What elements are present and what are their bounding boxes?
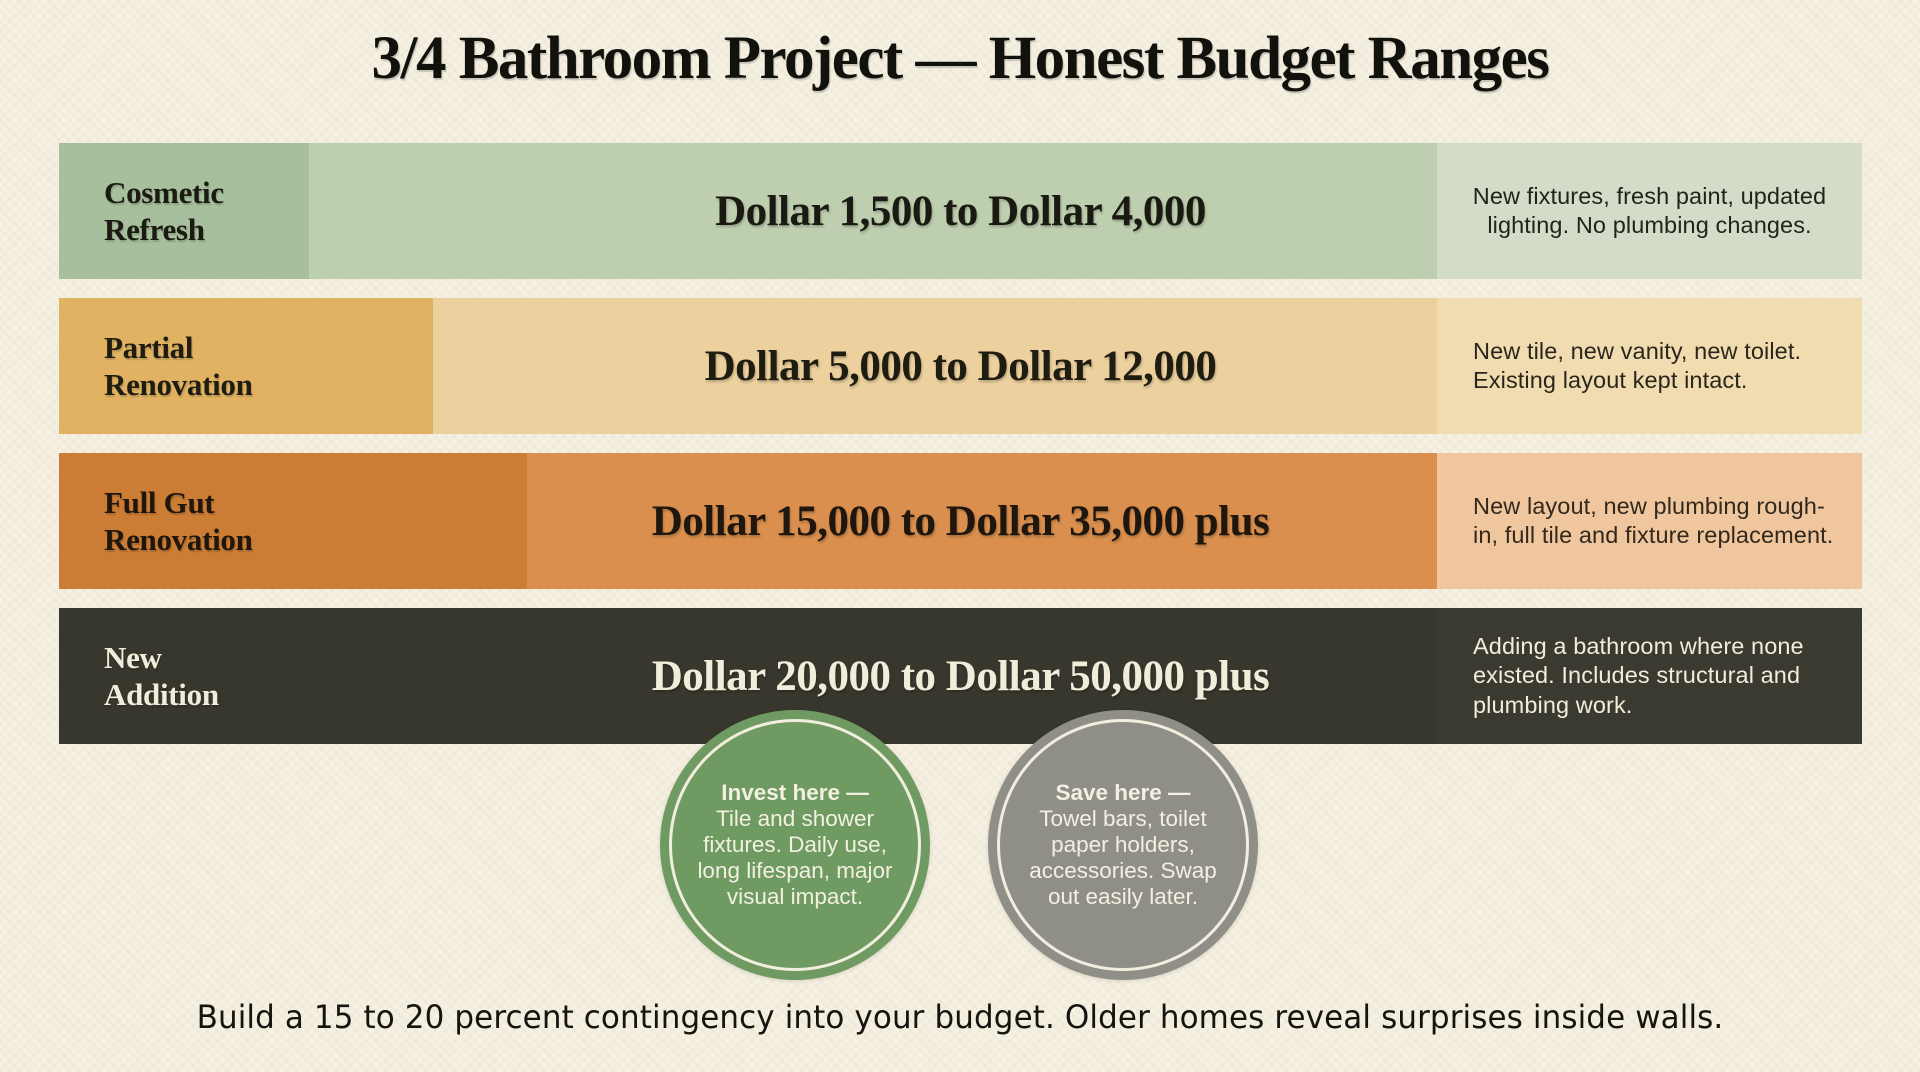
invest-here-body: Tile and shower fixtures. Daily use, lon… xyxy=(697,805,893,910)
row-description: New tile, new vanity, new toilet. Existi… xyxy=(1437,298,1862,434)
row-label-line1: Partial xyxy=(104,330,194,365)
row-range-bar xyxy=(527,453,1437,589)
budget-row-new-addition: New Addition Adding a bathroom where non… xyxy=(59,608,1862,744)
budget-row-partial-renovation: Partial Renovation New tile, new vanity,… xyxy=(59,298,1862,434)
row-label-block: Full Gut Renovation xyxy=(59,453,527,589)
row-range-bar xyxy=(309,143,1437,279)
budget-rows: Cosmetic Refresh New fixtures, fresh pai… xyxy=(59,143,1862,763)
save-here-body: Towel bars, toilet paper holders, access… xyxy=(1029,805,1217,910)
save-here-lead: Save here — xyxy=(1055,779,1191,805)
row-label-line1: New xyxy=(104,640,162,675)
row-label-block: Partial Renovation xyxy=(59,298,433,434)
budget-row-full-gut-renovation: Full Gut Renovation New layout, new plum… xyxy=(59,453,1862,589)
row-label-line2: Addition xyxy=(104,677,219,712)
row-description-text: New tile, new vanity, new toilet. Existi… xyxy=(1473,337,1802,393)
row-label-line2: Refresh xyxy=(104,212,205,247)
row-description-text: Adding a bathroom where none existed. In… xyxy=(1473,633,1804,718)
budget-row-cosmetic-refresh: Cosmetic Refresh New fixtures, fresh pai… xyxy=(59,143,1862,279)
row-description: New fixtures, fresh paint, updated light… xyxy=(1437,143,1862,279)
invest-here-badge: Invest here — Tile and shower fixtures. … xyxy=(660,710,930,980)
row-description: New layout, new plumbing rough-in, full … xyxy=(1437,453,1862,589)
row-range-bar xyxy=(479,608,1437,744)
row-label-line2: Renovation xyxy=(104,522,253,557)
row-description-text: New layout, new plumbing rough-in, full … xyxy=(1473,492,1834,548)
invest-here-lead: Invest here — xyxy=(721,779,869,805)
row-label-line1: Cosmetic xyxy=(104,175,224,210)
row-description-text: New fixtures, fresh paint, updated light… xyxy=(1472,182,1827,238)
save-here-badge: Save here — Towel bars, toilet paper hol… xyxy=(988,710,1258,980)
row-label-block: Cosmetic Refresh xyxy=(59,143,309,279)
row-label-line1: Full Gut xyxy=(104,485,215,520)
row-label-block: New Addition xyxy=(59,608,479,744)
contingency-note: Build a 15 to 20 percent contingency int… xyxy=(196,999,1724,1037)
page-title: 3/4 Bathroom Project — Honest Budget Ran… xyxy=(371,25,1550,92)
invest-here-text: Invest here — Tile and shower fixtures. … xyxy=(691,780,899,910)
row-range-bar xyxy=(433,298,1437,434)
row-label-line2: Renovation xyxy=(104,367,253,402)
row-description: Adding a bathroom where none existed. In… xyxy=(1437,608,1862,744)
save-here-text: Save here — Towel bars, toilet paper hol… xyxy=(1019,780,1227,910)
